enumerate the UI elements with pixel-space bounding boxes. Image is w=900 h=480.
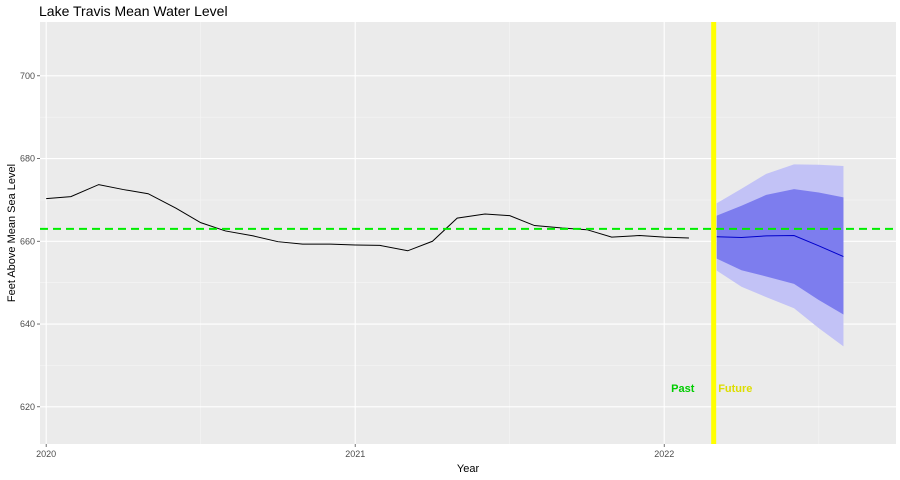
grid-major xyxy=(40,22,896,444)
reference-lines xyxy=(40,22,896,444)
y-axis-ticks: 620 640 660 680 700 xyxy=(20,71,40,412)
forecast-band-80 xyxy=(716,189,844,315)
chart-title: Lake Travis Mean Water Level xyxy=(39,3,228,19)
y-tick-label: 640 xyxy=(20,319,35,329)
annotations: Past Future xyxy=(671,383,752,395)
series-line-observed xyxy=(46,184,689,252)
annotation-future: Future xyxy=(718,383,752,395)
y-tick-label: 680 xyxy=(20,154,35,164)
y-tick-label: 620 xyxy=(20,402,35,412)
x-tick-label: 2020 xyxy=(36,449,56,459)
x-axis-label: Year xyxy=(457,463,480,475)
y-axis-label: Feet Above Mean Sea Level xyxy=(6,164,18,302)
series-line-forecast xyxy=(716,234,844,258)
annotation-past: Past xyxy=(671,383,695,395)
y-tick-label: 660 xyxy=(20,236,35,246)
forecast-bands xyxy=(716,164,844,347)
x-tick-label: 2022 xyxy=(654,449,674,459)
x-axis-ticks: 2020 2021 2022 xyxy=(36,444,674,459)
series-lines xyxy=(46,184,844,258)
y-tick-label: 700 xyxy=(20,71,35,81)
x-tick-label: 2021 xyxy=(345,449,365,459)
